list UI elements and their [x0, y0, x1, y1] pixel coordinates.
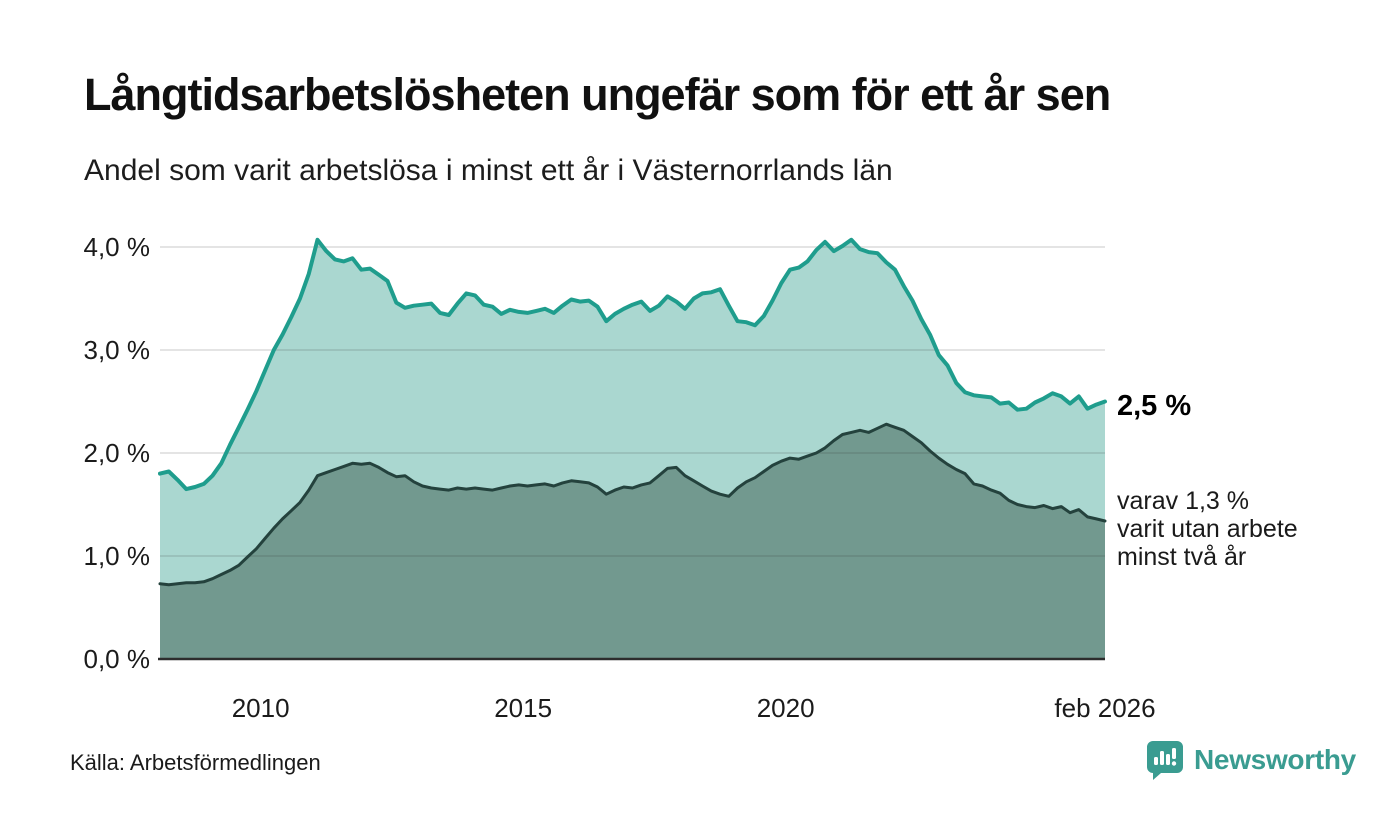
page-subtitle: Andel som varit arbetslösa i minst ett å…	[84, 154, 893, 187]
y-tick-label: 2,0 %	[84, 438, 151, 468]
annotation-line: varav 1,3 %	[1117, 487, 1250, 515]
page-title: Långtidsarbetslösheten ungefär som för e…	[84, 69, 1111, 120]
x-tick-label: feb 2026	[1054, 693, 1155, 723]
y-tick-label: 0,0 %	[84, 644, 151, 674]
x-tick-label: 2010	[232, 693, 290, 723]
series-end-value-label: 2,5 %	[1117, 390, 1192, 422]
newsworthy-logo-icon	[1147, 741, 1183, 780]
annotation-line: varit utan arbete	[1117, 515, 1298, 543]
brand-name: Newsworthy	[1194, 744, 1356, 775]
area-fill-2yr	[160, 424, 1105, 659]
y-tick-label: 3,0 %	[84, 335, 151, 365]
x-tick-label: 2020	[757, 693, 815, 723]
annotation-line: minst två år	[1117, 543, 1247, 571]
line-2yr	[158, 422, 1107, 587]
line-1yr	[158, 237, 1107, 492]
source-credit: Källa: Arbetsförmedlingen	[70, 750, 321, 775]
brand-logo: Newsworthy	[1146, 740, 1356, 780]
y-tick-label: 4,0 %	[84, 232, 151, 262]
y-tick-label: 1,0 %	[84, 541, 151, 571]
series-annotation: varav 1,3 % varit utan arbete minst två …	[1117, 487, 1298, 571]
x-tick-label: 2015	[494, 693, 552, 723]
